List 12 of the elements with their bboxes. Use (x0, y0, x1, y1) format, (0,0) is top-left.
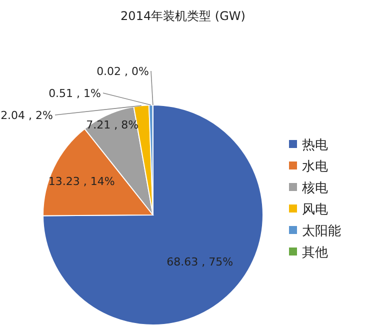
data-label: 0.02 , 0% (96, 65, 149, 78)
data-label: 68.63 , 75% (166, 256, 234, 269)
data-label: 0.51 , 1% (48, 87, 101, 100)
legend-label: 热电 (302, 138, 328, 153)
legend-label: 太阳能 (302, 224, 341, 239)
legend-label: 其他 (302, 246, 328, 260)
legend-label: 核电 (301, 181, 328, 196)
chart-title: 2014年装机类型 (GW) (120, 9, 246, 23)
legend-label: 水电 (302, 160, 328, 174)
legend-label: 风电 (302, 202, 328, 218)
data-label: 2.04 , 2% (0, 109, 53, 122)
data-label: 13.23 , 14% (48, 174, 115, 188)
